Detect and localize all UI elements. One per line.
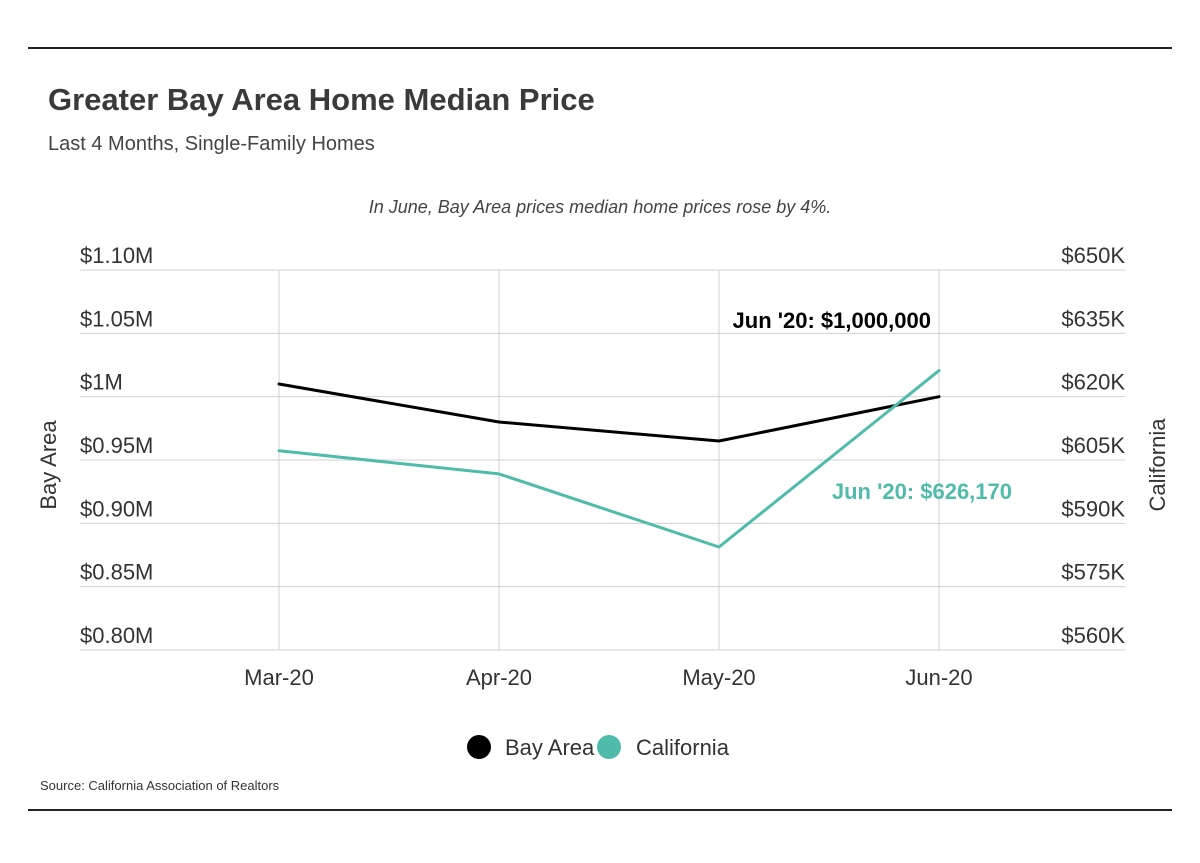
source-note: Source: California Association of Realto…	[40, 778, 280, 793]
bottom-rule	[28, 809, 1172, 811]
x-tick-label-2: May-20	[682, 665, 755, 690]
y-tick-right-1: $575K	[1061, 560, 1125, 585]
y-tick-right-2: $590K	[1061, 496, 1125, 521]
y-tick-left-6: $1.10M	[80, 243, 153, 268]
y-tick-left-0: $0.80M	[80, 623, 153, 648]
y-tick-left-2: $0.90M	[80, 496, 153, 521]
y-axis-label-right: California	[1145, 418, 1170, 512]
y-tick-right-4: $620K	[1061, 370, 1125, 395]
top-rule	[28, 47, 1172, 49]
legend-swatch-bay-area	[467, 735, 491, 759]
chart-subtitle: Last 4 Months, Single-Family Homes	[48, 133, 375, 155]
y-tick-left-4: $1M	[80, 370, 123, 395]
x-tick-label-1: Apr-20	[466, 665, 532, 690]
annotation-california-jun: Jun '20: $626,170	[832, 479, 1012, 504]
y-tick-right-5: $635K	[1061, 306, 1125, 331]
annotation-bay-area-jun: Jun '20: $1,000,000	[733, 308, 931, 333]
y-axis-label-left: Bay Area	[36, 420, 61, 510]
y-tick-left-3: $0.95M	[80, 433, 153, 458]
chart-title: Greater Bay Area Home Median Price	[48, 82, 595, 117]
legend-label-california: California	[636, 735, 730, 760]
x-tick-label-3: Jun-20	[905, 665, 972, 690]
x-tick-label-0: Mar-20	[244, 665, 314, 690]
y-tick-left-5: $1.05M	[80, 306, 153, 331]
y-tick-right-0: $560K	[1061, 623, 1125, 648]
legend-label-bay-area: Bay Area	[505, 735, 595, 760]
chart-note: In June, Bay Area prices median home pri…	[368, 197, 832, 217]
y-tick-left-1: $0.85M	[80, 560, 153, 585]
series-line-california	[277, 369, 941, 549]
series-line-bay-area	[277, 382, 941, 443]
legend-swatch-california	[597, 735, 621, 759]
y-tick-right-6: $650K	[1061, 243, 1125, 268]
y-tick-right-3: $605K	[1061, 433, 1125, 458]
